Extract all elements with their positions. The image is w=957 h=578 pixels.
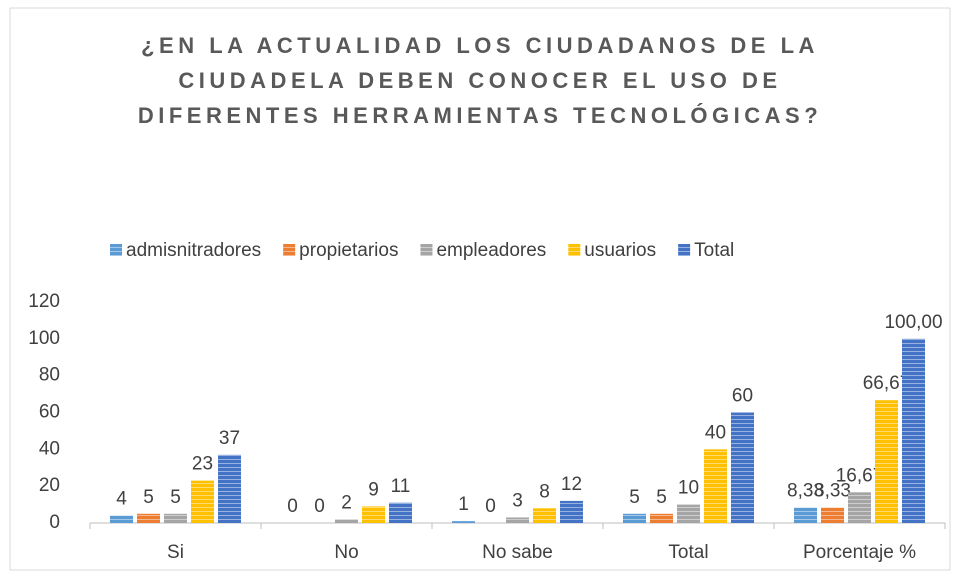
bar: [794, 507, 817, 523]
data-label: 11: [391, 476, 411, 497]
chart-title: CIUDADELA DEBEN CONOCER EL USO DE: [178, 68, 781, 93]
data-label: 5: [656, 487, 667, 508]
legend-label: usuarios: [584, 240, 656, 261]
legend-label: admisnitradores: [126, 240, 261, 261]
bar: [335, 519, 358, 523]
data-label: 5: [170, 487, 181, 508]
y-tick-label: 20: [39, 475, 60, 496]
data-label: 4: [116, 489, 127, 510]
data-label: 23: [192, 454, 213, 475]
x-tick-label: Si: [167, 542, 184, 563]
bar: [560, 500, 583, 523]
data-label: 100,00: [884, 312, 942, 333]
data-label: 16,67: [836, 465, 884, 486]
y-tick-label: 0: [49, 512, 60, 533]
bar: [506, 517, 529, 523]
x-tick-label: No: [334, 542, 358, 563]
bar: [677, 504, 700, 523]
data-label: 5: [143, 487, 154, 508]
y-tick-label: 40: [39, 438, 60, 459]
legend-label: propietarios: [299, 240, 398, 261]
data-label: 9: [368, 479, 379, 500]
bar: [731, 412, 754, 523]
data-label: 60: [732, 386, 753, 407]
data-label: 2: [341, 492, 352, 513]
bar: [875, 400, 898, 523]
y-tick-label: 60: [39, 402, 60, 423]
legend-swatch: [283, 244, 296, 256]
bar: [650, 513, 673, 523]
data-label: 8,33: [787, 481, 824, 502]
data-label: 0: [485, 496, 496, 517]
bar: [704, 449, 727, 523]
data-label: 3: [512, 490, 523, 511]
data-label: 40: [705, 422, 726, 443]
bar: [848, 492, 871, 523]
bar: [137, 513, 160, 523]
bar: [902, 338, 925, 523]
data-label: 0: [314, 496, 325, 517]
data-label: 5: [629, 487, 640, 508]
bar: [389, 502, 412, 523]
data-label: 1: [458, 494, 469, 515]
bar: [110, 515, 133, 523]
legend-swatch: [420, 244, 433, 256]
legend-label: empleadores: [436, 240, 546, 261]
legend-swatch: [568, 244, 581, 256]
legend-swatch: [110, 244, 122, 256]
x-tick-label: Total: [668, 542, 708, 563]
data-label: 37: [219, 428, 240, 449]
bar: [362, 506, 385, 523]
bar: [218, 454, 241, 523]
bar: [533, 508, 556, 523]
chart-title: DIFERENTES HERRAMIENTAS TECNOLÓGICAS?: [138, 103, 822, 128]
data-label: 66,67: [863, 373, 911, 394]
y-tick-label: 100: [28, 328, 60, 349]
x-tick-label: Porcentaje %: [803, 542, 916, 563]
x-tick-label: No sabe: [482, 542, 553, 563]
chart-border: [9, 7, 951, 571]
bar: [821, 507, 844, 523]
data-label: 8,33: [814, 481, 851, 502]
bar: [452, 521, 475, 523]
data-label: 0: [287, 496, 298, 517]
data-label: 12: [561, 474, 582, 495]
y-tick-label: 80: [39, 365, 60, 386]
bar: [191, 480, 214, 523]
bar: [164, 513, 187, 523]
data-label: 8: [539, 481, 550, 502]
bar: [623, 513, 646, 523]
chart-title: ¿EN LA ACTUALIDAD LOS CIUDADANOS DE LA: [141, 33, 819, 58]
legend-swatch: [678, 244, 691, 256]
y-tick-label: 120: [28, 291, 60, 312]
legend-label: Total: [694, 240, 734, 261]
data-label: 10: [678, 478, 699, 499]
